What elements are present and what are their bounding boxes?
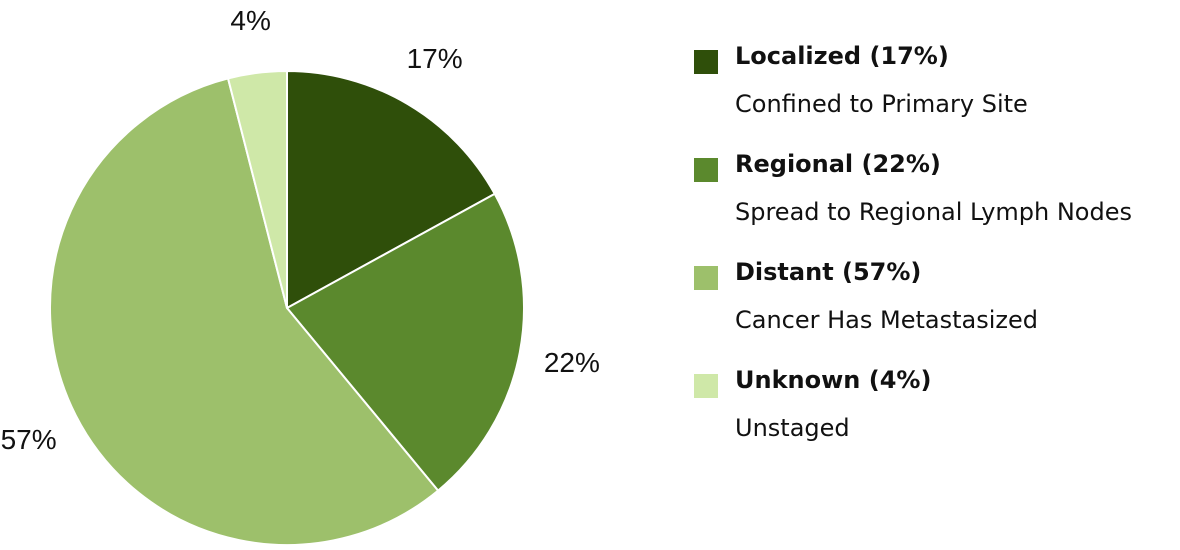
legend-description-unknown: Unstaged <box>735 414 850 442</box>
pie-percent-labels: 17% 22% 57% 4% <box>1 5 600 455</box>
legend-swatch-unknown <box>694 374 718 398</box>
pie-slices <box>49 70 525 546</box>
pie-chart: 17% 22% 57% 4% <box>1 5 600 546</box>
legend-description-localized: Confined to Primary Site <box>735 90 1028 118</box>
legend-swatch-regional <box>694 158 718 182</box>
pie-label-localized: 17% <box>407 43 463 74</box>
legend-title-regional: Regional (22%) <box>735 150 941 178</box>
legend-title-unknown: Unknown (4%) <box>735 366 932 394</box>
pie-label-regional: 22% <box>544 347 600 378</box>
legend-item-localized: Localized (17%) Confined to Primary Site <box>694 40 1174 148</box>
legend-item-unknown: Unknown (4%) Unstaged <box>694 364 1174 472</box>
pie-label-unknown: 4% <box>230 5 270 36</box>
pie-slice-unknown <box>227 70 288 309</box>
legend-description-distant: Cancer Has Metastasized <box>735 306 1038 334</box>
legend-swatch-localized <box>694 50 718 74</box>
legend: Localized (17%) Confined to Primary Site… <box>694 40 1174 472</box>
pie-slice-localized <box>286 70 496 309</box>
legend-item-distant: Distant (57%) Cancer Has Metastasized <box>694 256 1174 364</box>
legend-item-regional: Regional (22%) Spread to Regional Lymph … <box>694 148 1174 256</box>
legend-description-regional: Spread to Regional Lymph Nodes <box>735 198 1132 226</box>
legend-title-localized: Localized (17%) <box>735 42 949 70</box>
pie-slice-distant <box>49 77 440 546</box>
pie-label-distant: 57% <box>1 424 57 455</box>
legend-title-distant: Distant (57%) <box>735 258 922 286</box>
legend-swatch-distant <box>694 266 718 290</box>
pie-slice-regional <box>286 192 525 492</box>
